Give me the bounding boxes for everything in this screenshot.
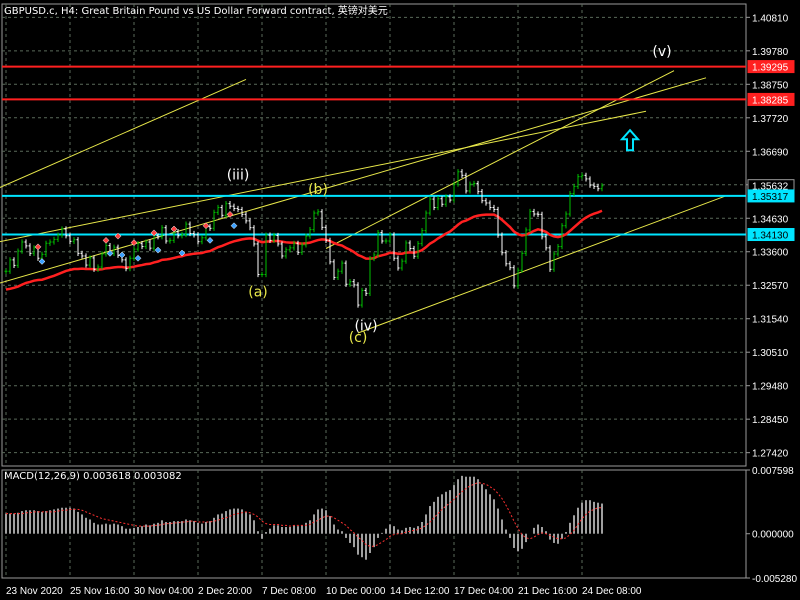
price-label-box: [747, 92, 795, 106]
time-tick-label: 30 Nov 04:00: [134, 586, 194, 597]
wave-label: (a): [248, 285, 268, 301]
channel-line: [0, 77, 707, 284]
time-tick-label: 24 Dec 08:00: [582, 586, 642, 597]
macd-tick-label: 0.000000: [752, 530, 794, 541]
wave-label: (iv): [354, 318, 377, 334]
price-tick-label: 1.29480: [752, 382, 789, 393]
price-label: 1.35632: [752, 182, 789, 193]
price-label: 1.35317: [752, 192, 789, 203]
up-arrow-icon: [619, 128, 641, 152]
signal-marker: [178, 249, 186, 257]
price-tick-label: 1.37720: [752, 114, 789, 125]
signal-marker: [202, 222, 210, 230]
macd-signal-line: [6, 482, 602, 547]
signal-marker: [150, 229, 158, 237]
channel-line: [0, 78, 247, 189]
wave-label: (b): [308, 182, 328, 198]
macd-tick-label: -0.005280: [752, 574, 797, 585]
price-tick-label: 1.33600: [752, 248, 789, 259]
time-tick-label: 17 Dec 04:00: [454, 586, 514, 597]
price-label-box: [747, 60, 795, 74]
price-tick-label: 1.38750: [752, 80, 789, 91]
price-tick-label: 1.27420: [752, 449, 789, 460]
price-label: 1.39295: [752, 63, 789, 74]
wave-label: (c): [349, 330, 368, 346]
macd-panel-frame: [1, 469, 747, 579]
channel-line: [325, 70, 675, 249]
wave-label: (v): [652, 44, 671, 60]
signal-marker: [102, 237, 110, 244]
signal-marker: [170, 225, 178, 233]
channel-line: [0, 110, 647, 243]
signal-marker: [230, 222, 238, 230]
time-tick-label: 25 Nov 16:00: [70, 586, 130, 597]
signal-marker: [134, 254, 142, 262]
price-label-box: [747, 189, 795, 203]
signal-marker: [130, 239, 138, 246]
price-tick-label: 1.31540: [752, 315, 789, 326]
price-tick-label: 1.30510: [752, 348, 789, 359]
time-tick-label: 10 Dec 00:00: [326, 586, 386, 597]
price-tick-label: 1.39780: [752, 47, 789, 58]
signal-marker: [154, 246, 162, 254]
time-tick-label: 2 Dec 20:00: [198, 586, 252, 597]
signal-marker: [206, 237, 214, 244]
price-tick-label: 1.28450: [752, 415, 789, 426]
price-tick-label: 1.34630: [752, 214, 789, 225]
price-tick-label: 1.32570: [752, 281, 789, 292]
price-tick-label: 1.40810: [752, 13, 789, 24]
signal-marker: [106, 250, 114, 257]
signal-marker: [114, 232, 122, 240]
signal-marker: [34, 243, 42, 251]
price-label-box: [747, 228, 795, 242]
signal-marker: [118, 251, 126, 259]
time-tick-label: 14 Dec 12:00: [390, 586, 450, 597]
moving-average-line: [5, 209, 603, 291]
macd-tick-label: 0.007598: [752, 466, 794, 477]
chart-header: GBPUSD.c, H4: Great Britain Pound vs US …: [4, 6, 388, 17]
time-tick-label: 23 Nov 2020: [6, 586, 63, 597]
channel-line: [357, 195, 727, 334]
time-tick-label: 7 Dec 08:00: [262, 586, 316, 597]
signal-marker: [38, 258, 46, 265]
macd-title: MACD(12,26,9) 0.003618 0.003082: [4, 471, 182, 482]
price-label: 1.34130: [752, 231, 789, 242]
time-tick-label: 21 Dec 16:00: [518, 586, 578, 597]
wave-label: (iii): [227, 168, 250, 184]
signal-marker: [226, 211, 234, 218]
price-label: 1.38285: [752, 95, 789, 106]
price-tick-label: 1.36690: [752, 147, 789, 158]
